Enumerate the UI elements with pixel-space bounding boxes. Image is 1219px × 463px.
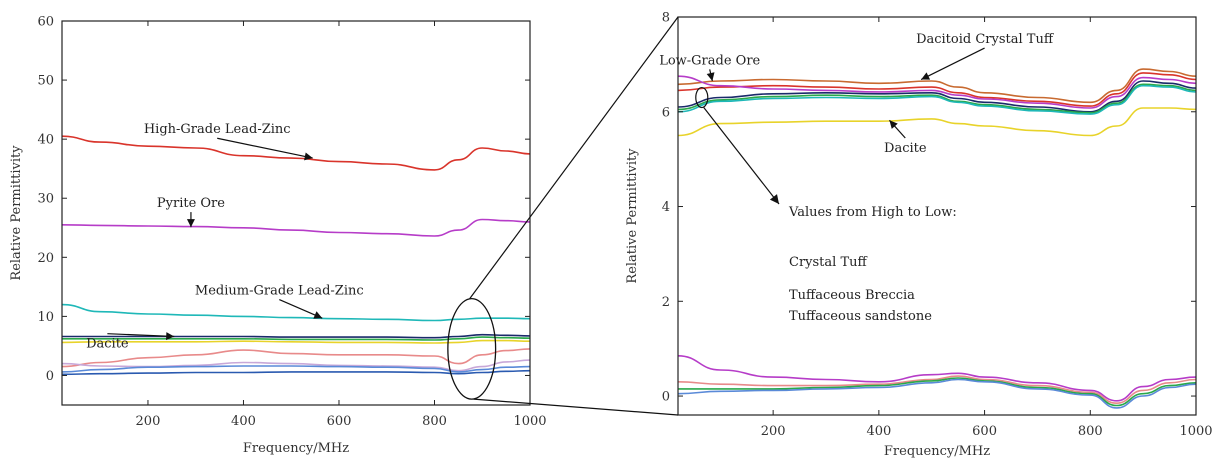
- y-tick-label: 8: [662, 11, 670, 26]
- x-tick-label: 800: [1078, 424, 1103, 439]
- series-line-11: [677, 378, 1197, 409]
- series-line-2: [677, 72, 1197, 107]
- series-line-4: [677, 80, 1197, 113]
- x-tick-label: 800: [422, 414, 447, 429]
- y-tick-label: 30: [37, 192, 54, 207]
- annotation-label: Dacite: [86, 337, 129, 352]
- zoom-connector-bottom: [473, 398, 679, 416]
- zoom-connector-top: [469, 16, 679, 300]
- chart-panel-right: 200 400 600 800 1000 0 2 4 6 8 Frequency/MHz Relati…: [625, 11, 1213, 460]
- x-tick-label: 1000: [513, 414, 546, 429]
- y-tick-label: 40: [37, 133, 54, 148]
- x-tick-label: 1000: [1179, 424, 1212, 439]
- annotation-label: Dacite: [884, 141, 927, 156]
- chart-panel-left: 200 400 600 800 1000 0 10 20 30 40 50 60 Frequency/M…: [9, 15, 547, 457]
- x-axis-label: Frequency/MHz: [243, 441, 349, 456]
- pointer-arrow-head-icon: [769, 194, 779, 204]
- series-line-3: [677, 75, 1197, 109]
- x-tick-label: 600: [972, 424, 997, 439]
- plot-frame: [677, 16, 1197, 416]
- x-tick-label: 400: [231, 414, 256, 429]
- arrow-head-icon: [186, 219, 195, 228]
- annotation-arrow: [920, 47, 985, 81]
- series-line-5: [62, 336, 531, 341]
- annotation-label: Pyrite Ore: [157, 196, 225, 211]
- y-tick-label: 50: [37, 74, 54, 89]
- series-line-1: [677, 68, 1197, 104]
- series-line-8: [677, 355, 1197, 402]
- series-line-10: [677, 377, 1197, 407]
- annotation-label: Crystal Tuff: [789, 255, 868, 270]
- arrow-head-icon: [706, 72, 715, 81]
- y-tick-label: 20: [37, 251, 54, 266]
- x-tick-label: 600: [327, 414, 352, 429]
- x-tick-label: 400: [866, 424, 891, 439]
- annotation-arrow: [107, 333, 175, 338]
- y-tick-label: 6: [662, 105, 670, 120]
- pointer-arrow: [703, 107, 780, 205]
- annotation-label: Values from High to Low:: [788, 205, 957, 220]
- series-line-10: [61, 369, 531, 376]
- arrow-head-icon: [921, 72, 931, 80]
- series-line-4: [62, 333, 531, 339]
- x-tick-label: 200: [761, 424, 786, 439]
- annotation-arrow: [217, 137, 313, 159]
- series-line-2: [61, 218, 531, 237]
- zoom-ellipse: [447, 298, 497, 400]
- y-tick-label: 10: [37, 310, 54, 325]
- y-tick-label: 0: [46, 369, 54, 384]
- annotation-label: Tuffaceous sandstone: [789, 309, 932, 324]
- arrow-head-icon: [313, 311, 323, 319]
- annotation-label: Tuffaceous Breccia: [789, 288, 915, 303]
- y-axis-label: Relative Permittivity: [9, 145, 24, 281]
- annotation-label: Dacitoid Crystal Tuff: [916, 32, 1055, 47]
- annotation-label: Low-Grade Ore: [659, 53, 760, 68]
- highlight-ellipse: [695, 86, 709, 109]
- series-line-7: [677, 107, 1197, 137]
- series-line-3: [61, 303, 531, 322]
- arrow-head-icon: [166, 332, 175, 341]
- arrow-head-icon: [304, 152, 313, 161]
- series-line-9: [61, 365, 531, 373]
- x-axis-label: Frequency/MHz: [884, 444, 990, 459]
- arrow-head-icon: [889, 120, 898, 129]
- series-line-7: [61, 348, 531, 368]
- series-line-6: [61, 339, 531, 344]
- series-line-1: [61, 135, 531, 171]
- y-tick-label: 0: [662, 390, 670, 405]
- plot-frame: [61, 20, 531, 406]
- series-line-5: [677, 83, 1197, 114]
- annotation-label: High-Grade Lead-Zinc: [144, 122, 291, 137]
- y-axis-label: Relative Permittivity: [625, 148, 640, 284]
- x-tick-label: 200: [136, 414, 161, 429]
- annotation-label: Medium-Grade Lead-Zinc: [195, 284, 364, 299]
- y-tick-label: 4: [662, 200, 670, 215]
- y-tick-label: 2: [662, 295, 670, 310]
- series-line-6: [677, 84, 1197, 115]
- y-tick-label: 60: [37, 15, 54, 30]
- series-line-9: [677, 375, 1197, 404]
